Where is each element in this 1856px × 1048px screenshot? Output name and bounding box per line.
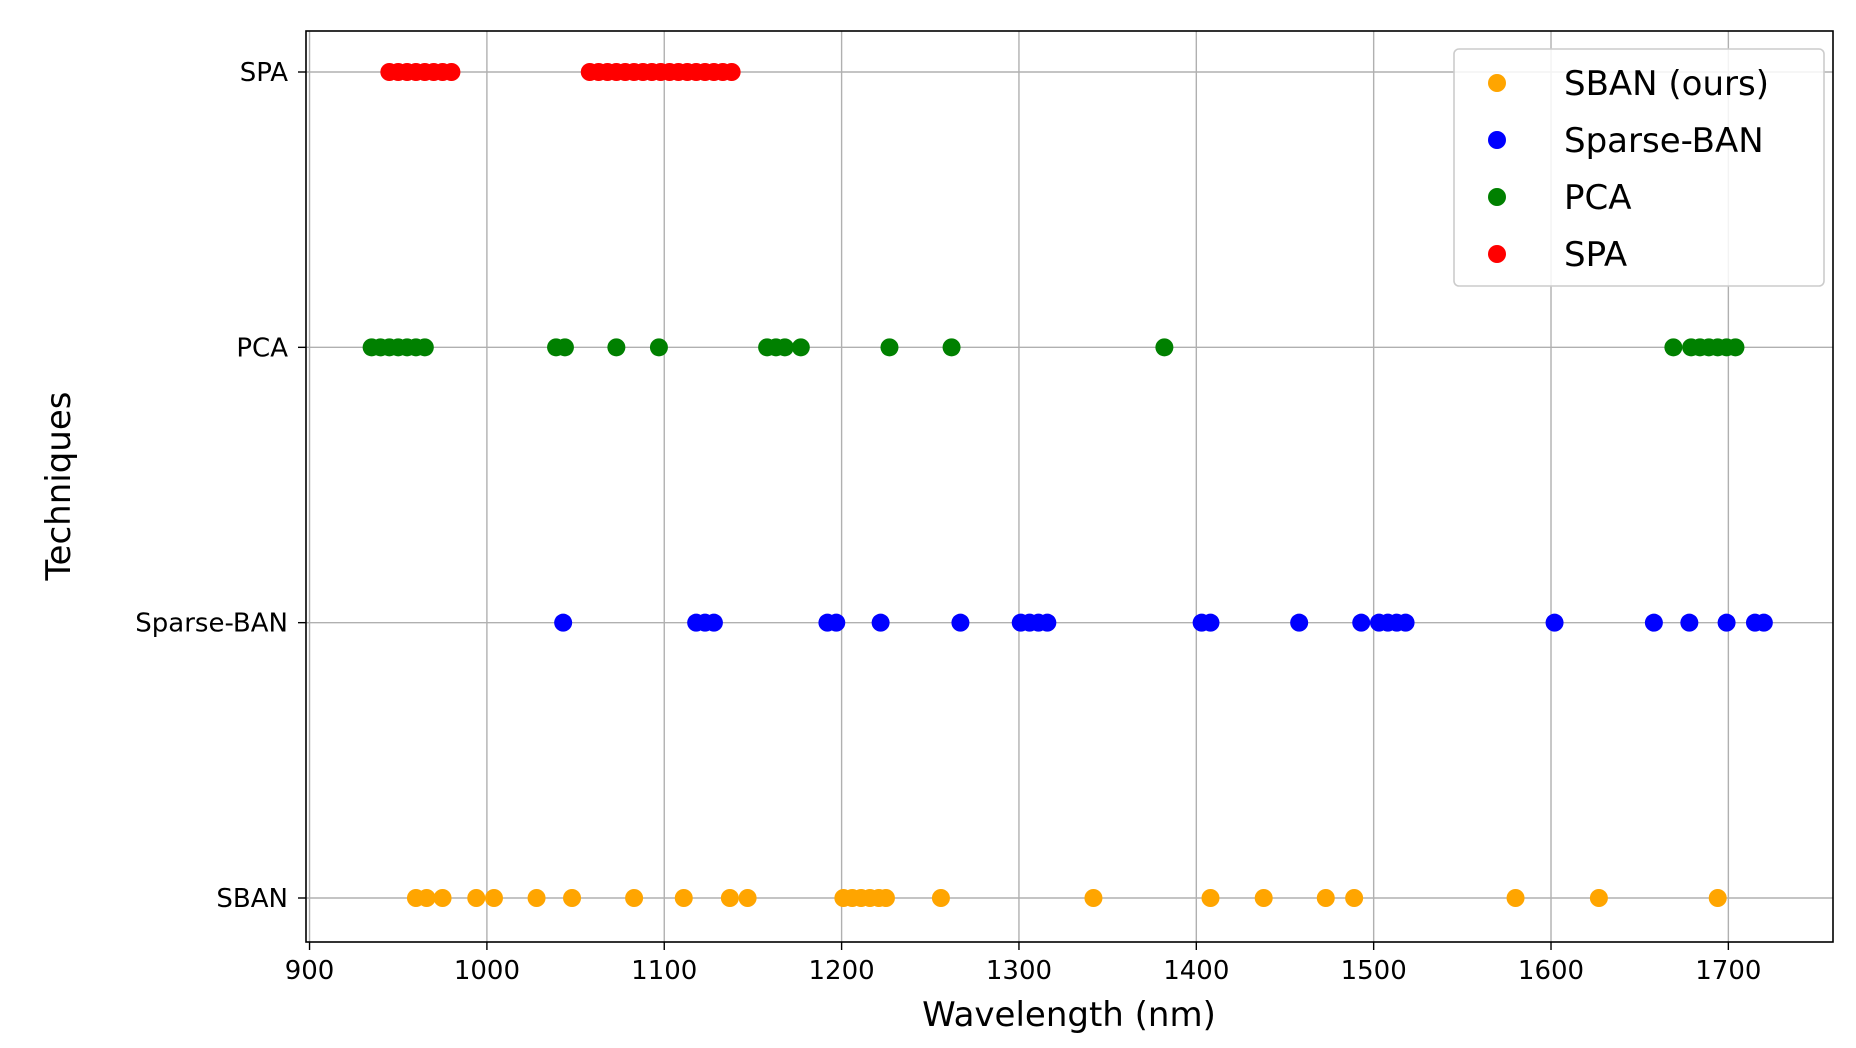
data-point [1254,889,1273,907]
y-tick-label: SPA [240,58,289,88]
data-point [554,613,573,632]
data-point [931,889,950,907]
data-point [1316,889,1335,907]
data-point [1396,613,1415,632]
legend-label: PCA [1564,178,1632,218]
y-tick-label: Sparse-BAN [135,609,288,639]
data-point [1664,338,1683,357]
data-point [625,889,644,907]
x-tick-label: 1400 [1163,956,1229,986]
y-tick-label: PCA [236,333,288,363]
data-point [880,338,899,357]
data-point [1717,613,1736,632]
legend-label: SPA [1564,235,1627,275]
data-point [674,889,693,907]
data-point [876,889,895,907]
x-tick-label: 1700 [1695,956,1761,986]
data-point [738,889,757,907]
data-point [442,63,461,81]
x-tick-label: 1300 [986,956,1052,986]
data-point [649,338,668,357]
x-axis-ticks: 900 1000 1100 1200 1300 1400 1500 1600 1700 [285,942,1761,986]
data-point [607,338,626,357]
x-tick-label: 1000 [454,956,520,986]
data-point [1644,613,1663,632]
data-point [791,338,810,357]
data-point [1201,889,1220,907]
x-tick-label: 1200 [809,956,875,986]
x-tick-label: 1600 [1518,956,1584,986]
data-point [1506,889,1525,907]
data-point [720,889,739,907]
data-point [1680,613,1699,632]
data-point [1545,613,1564,632]
data-point [1726,338,1745,357]
legend-label: SBAN (ours) [1564,64,1769,104]
data-point [484,889,503,907]
legend-frame [1453,48,1825,287]
data-point [1589,889,1608,907]
data-point [1345,889,1364,907]
legend-marker [1488,245,1506,263]
x-tick-label: 1500 [1341,956,1407,986]
data-point [871,613,890,632]
data-point [827,613,846,632]
data-point [1352,613,1371,632]
data-points [362,63,1773,907]
data-point [942,338,961,357]
legend-marker [1488,188,1506,206]
data-point [415,338,434,357]
data-point [467,889,486,907]
x-axis-label: Wavelength (nm) [922,995,1216,1035]
x-tick-label: 1100 [631,956,697,986]
legend-marker [1488,131,1506,149]
data-point [563,889,582,907]
plot-frame [305,30,1834,943]
y-axis-ticks: SBAN Sparse-BAN PCA SPA [135,58,306,914]
data-point [775,338,794,357]
data-point [433,889,452,907]
x-tick-label: 900 [285,956,335,986]
data-point [1290,613,1309,632]
data-point [1155,338,1174,357]
data-point [527,889,546,907]
data-point [1084,889,1103,907]
y-tick-label: SBAN [216,884,288,914]
legend: SBAN (ours) Sparse-BAN PCA SPA [1453,48,1825,287]
data-point [555,338,574,357]
data-point [951,613,970,632]
data-point [1038,613,1057,632]
legend-marker [1488,74,1506,92]
data-point [722,63,741,81]
data-point [417,889,436,907]
data-point [1754,613,1773,632]
data-point [704,613,723,632]
data-point [1201,613,1220,632]
legend-label: Sparse-BAN [1564,121,1764,161]
y-axis-label: Techniques [39,392,79,582]
data-point [1708,889,1727,907]
